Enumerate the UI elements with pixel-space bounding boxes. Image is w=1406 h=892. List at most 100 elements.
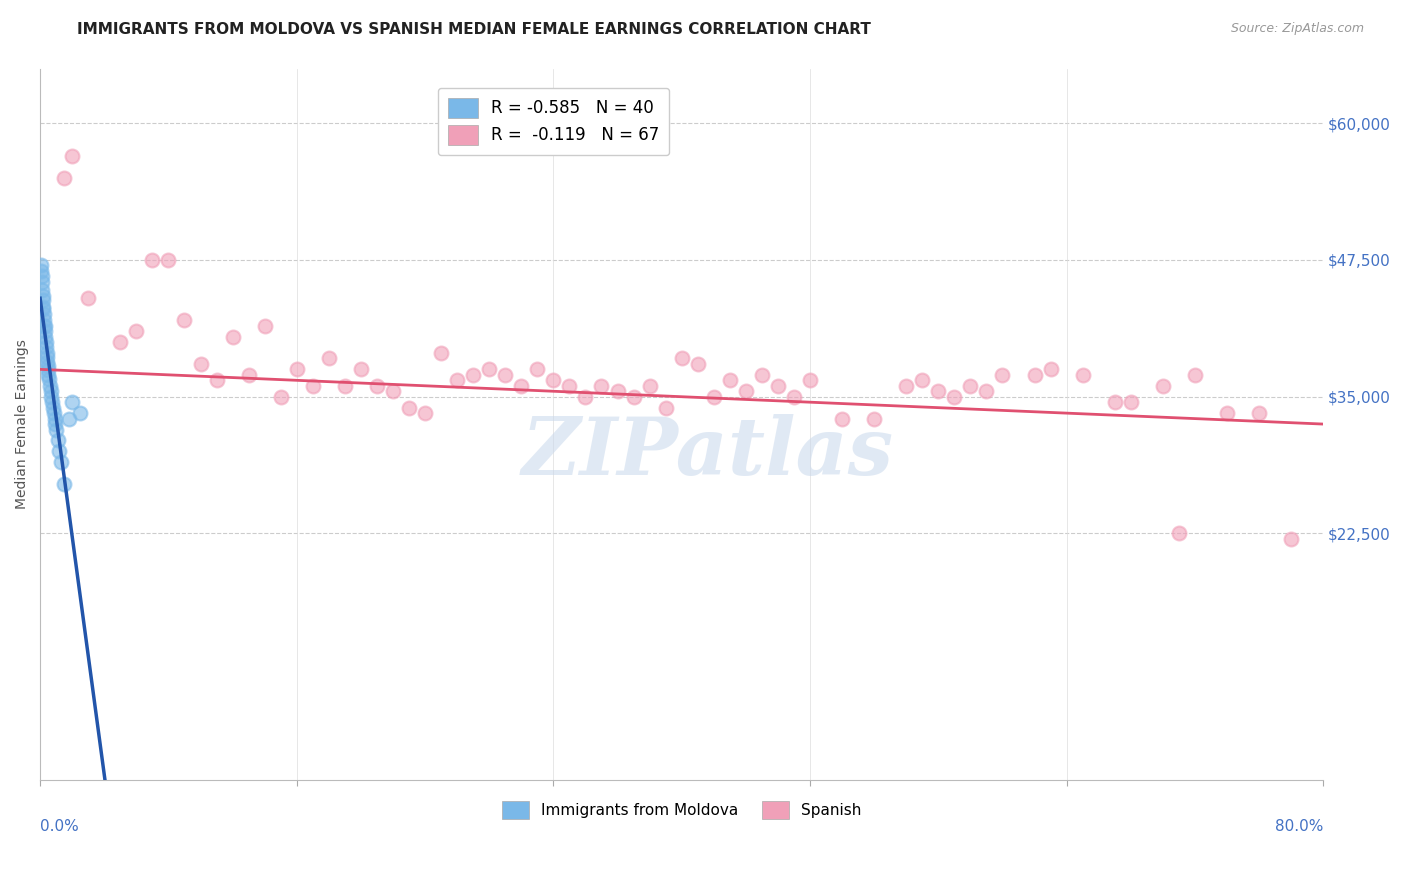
Point (31, 283, 53, 297)
Point (253, 318, 276, 333)
Point (1119, 395, 1142, 409)
Text: 80.0%: 80.0% (1275, 819, 1323, 834)
Point (831, 411, 853, 425)
Point (463, 368, 485, 382)
Point (799, 373, 821, 387)
Point (285, 362, 308, 376)
Point (32, 318, 55, 333)
Point (32, 307, 55, 321)
Point (991, 368, 1014, 382)
Point (927, 384, 949, 399)
Point (31, 302, 53, 317)
Point (494, 368, 516, 382)
Point (1039, 362, 1062, 376)
Point (35, 346, 58, 360)
Point (32, 300, 55, 314)
Point (141, 252, 163, 267)
Point (205, 373, 228, 387)
Point (318, 351, 340, 366)
Point (32, 293, 55, 308)
Point (30, 259, 52, 273)
Point (32, 313, 55, 327)
Point (35, 334, 58, 349)
Text: ZIPatlas: ZIPatlas (522, 414, 893, 491)
Point (44, 417, 66, 431)
Point (606, 384, 628, 399)
Point (41, 395, 63, 409)
Point (49, 455, 72, 469)
Point (558, 378, 581, 392)
Point (896, 378, 918, 392)
Point (34, 318, 56, 333)
Point (671, 351, 693, 366)
Point (31, 269, 53, 284)
Point (60, 149, 83, 163)
Text: IMMIGRANTS FROM MOLDOVA VS SPANISH MEDIAN FEMALE EARNINGS CORRELATION CHART: IMMIGRANTS FROM MOLDOVA VS SPANISH MEDIA… (77, 22, 872, 37)
Point (638, 378, 661, 392)
Point (430, 346, 453, 360)
Point (35, 351, 58, 365)
Point (301, 378, 323, 392)
Point (37, 355, 59, 369)
Point (654, 401, 676, 415)
Point (46, 434, 69, 448)
Legend: Immigrants from Moldova, Spanish: Immigrants from Moldova, Spanish (495, 795, 868, 825)
Point (703, 390, 725, 404)
Point (38, 372, 60, 386)
Point (350, 362, 373, 376)
Point (943, 390, 966, 404)
Point (1184, 368, 1206, 382)
Point (125, 324, 148, 338)
Point (34, 324, 56, 338)
Point (37, 368, 59, 382)
Point (478, 362, 501, 376)
Point (911, 373, 934, 387)
Point (734, 384, 756, 399)
Point (173, 313, 195, 327)
Point (238, 368, 260, 382)
Point (69, 406, 91, 420)
Point (333, 378, 356, 392)
Point (37, 359, 59, 373)
Point (959, 378, 981, 392)
Point (686, 357, 709, 371)
Point (398, 401, 420, 415)
Point (1024, 368, 1046, 382)
Point (41, 390, 63, 404)
Point (382, 384, 405, 399)
Point (31, 275, 53, 289)
Point (48, 444, 70, 458)
Point (1104, 395, 1126, 409)
Point (157, 252, 180, 267)
Point (623, 390, 645, 404)
Point (766, 378, 789, 392)
Point (60, 395, 83, 409)
Point (110, 334, 132, 349)
Y-axis label: Median Female Earnings: Median Female Earnings (15, 339, 30, 509)
Point (31, 289, 53, 303)
Point (574, 390, 596, 404)
Point (783, 390, 806, 404)
Point (38, 378, 60, 392)
Point (34, 329, 56, 343)
Point (1167, 526, 1189, 541)
Point (413, 406, 436, 420)
Point (543, 373, 565, 387)
Point (30, 264, 52, 278)
Point (53, 170, 76, 185)
Point (863, 411, 886, 425)
Point (751, 368, 773, 382)
Point (1249, 406, 1271, 420)
Point (1071, 368, 1094, 382)
Point (37, 363, 59, 377)
Point (1279, 532, 1302, 546)
Text: Source: ZipAtlas.com: Source: ZipAtlas.com (1230, 22, 1364, 36)
Point (1216, 406, 1239, 420)
Point (366, 378, 388, 392)
Point (42, 401, 65, 415)
Point (1152, 378, 1174, 392)
Point (77, 291, 100, 305)
Point (976, 384, 998, 399)
Point (510, 378, 533, 392)
Point (35, 341, 58, 355)
